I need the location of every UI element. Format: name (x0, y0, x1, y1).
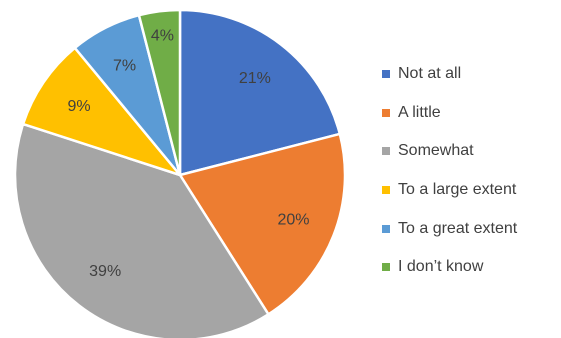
legend-item-to-a-great-extent: To a great extent (382, 209, 517, 248)
data-label-a-little: 20% (278, 211, 310, 228)
legend-swatch (382, 147, 390, 156)
pie-slice-to-a-large-extent (21, 46, 182, 177)
data-label-to-a-great-extent: 7% (113, 58, 136, 75)
data-label-not-at-all: 21% (239, 70, 271, 87)
pie-slice-i-don-t-know (137, 8, 182, 177)
pie-slice-a-little (178, 132, 347, 316)
data-label-i-don-t-know: 4% (151, 27, 174, 44)
legend-label: A little (398, 103, 441, 121)
legend-item-not-at-all: Not at all (382, 55, 517, 94)
legend-item-somewhat: Somewhat (382, 132, 517, 171)
data-label-to-a-large-extent: 9% (67, 98, 90, 115)
legend-swatch (382, 70, 390, 79)
legend-swatch (382, 263, 390, 272)
legend-label: Somewhat (398, 142, 474, 160)
chart-legend: Not at all A little Somewhat To a large ext… (382, 55, 517, 287)
legend-label: Not at all (398, 65, 462, 83)
pie-slice-somewhat (13, 122, 270, 338)
pie-slice-not-at-all (178, 8, 342, 177)
legend-item-i-don-t-know: I don’t know (382, 248, 517, 287)
legend-swatch (382, 224, 390, 233)
legend-swatch (382, 186, 390, 195)
legend-swatch (382, 108, 390, 117)
legend-label: To a great extent (398, 219, 518, 237)
data-label-somewhat: 39% (89, 263, 121, 280)
legend-label: I don’t know (398, 258, 484, 276)
legend-label: To a large extent (398, 181, 517, 199)
legend-item-to-a-large-extent: To a large extent (382, 171, 517, 210)
legend-item-a-little: A little (382, 94, 517, 133)
